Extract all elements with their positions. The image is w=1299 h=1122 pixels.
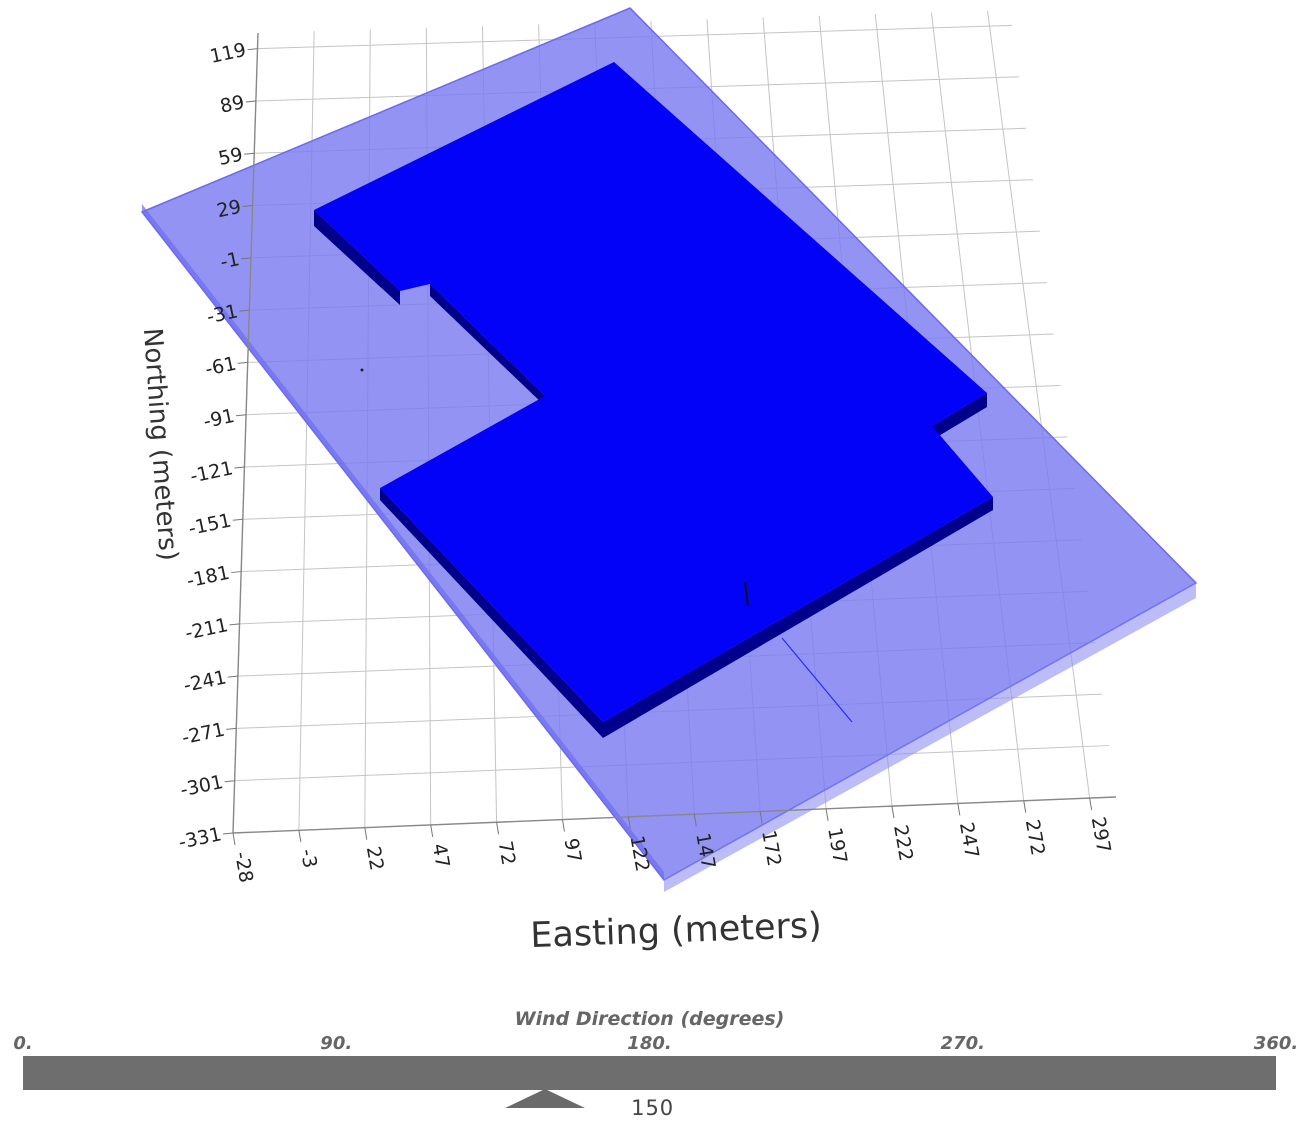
x-axis-title: Easting (meters) [530,906,823,956]
wind-direction-slider[interactable] [23,1056,1276,1090]
y-axis-title: Northing (meters) [137,327,183,562]
building-top [314,62,993,722]
wind-tick-label: 270. [940,1033,985,1054]
y-tick-mark [244,152,255,155]
x-tick-mark [693,814,697,827]
y-tick-label: -301 [178,771,225,801]
y-tick-mark [222,832,234,835]
x-tick-mark [364,827,368,840]
x-tick-mark [627,816,631,829]
x-tick-label: 247 [955,820,983,860]
x-tick-mark [759,811,763,824]
y-tick-label: -121 [188,457,235,487]
building[interactable] [314,62,993,738]
building-side-notch [430,284,545,406]
y-tick-mark [242,205,253,208]
x-tick-label: 297 [1087,815,1115,855]
x-tick-label: -28 [230,850,257,884]
x-tick-label: 72 [494,839,520,867]
x-tick-label: 172 [757,829,785,869]
y-tick-label: -151 [187,509,234,539]
x-tick-label: -3 [296,847,321,869]
y-tick-mark [239,309,250,312]
building-side-left [314,210,400,305]
wind-direction-value: 150 [631,1096,675,1120]
building-side-notch-right [932,393,987,440]
x-tick-label: 47 [428,842,454,870]
wind-direction-title: Wind Direction (degrees) [514,1008,785,1030]
y-tick-label: 89 [218,91,246,118]
x-tick-mark [496,822,500,835]
wind-direction-thumb[interactable] [505,1089,586,1108]
y-tick-mark [231,571,242,574]
x-tick-label: 272 [1021,818,1049,858]
y-tick-mark [247,48,258,51]
y-tick-mark [245,100,256,103]
y-tick-mark [227,675,238,678]
3d-viewport[interactable]: -28 -3 22 47 72 97 122 147 172 197 222 247 272 297 -3… [0,0,1299,990]
x-tick-label: 197 [823,826,851,866]
wind-tick-label: 0. [13,1033,33,1054]
y-tick-label: -91 [202,405,237,433]
wind-tick-label: 360. [1253,1033,1299,1054]
y-tick-label: -241 [182,666,229,696]
y-tick-mark [229,623,240,626]
wind-tick-label: 90. [320,1033,353,1054]
y-tick-mark [234,466,245,469]
x-axis-line [232,796,1117,834]
x-tick-mark [561,819,565,832]
x-tick-mark [891,806,895,819]
scene-canvas[interactable]: -28 -3 22 47 72 97 122 147 172 197 222 247 272 297 -3… [0,0,1299,990]
y-tick-label: -1 [218,248,241,273]
x-tick-mark [430,824,434,838]
y-tick-label: -61 [203,353,238,381]
y-tick-label: 119 [208,39,248,68]
y-tick-label: -181 [185,562,232,592]
ground-plane-edge-right [664,583,1196,892]
y-tick-label: 29 [215,196,243,223]
x-tick-label: 97 [560,837,586,865]
y-tick-mark [237,361,248,364]
grid-line-x [987,10,1091,799]
x-tick-label: 22 [362,845,388,873]
y-tick-label: -211 [183,614,230,644]
x-tick-mark [298,830,302,843]
y-tick-mark [224,780,235,783]
y-axis-line [232,32,259,834]
ground-plane-edge [142,204,664,880]
y-tick-label: -271 [180,719,227,749]
y-tick-mark [240,257,252,260]
y-tick-mark [226,727,237,730]
y-tick-mark [232,518,243,521]
x-tick-mark [957,803,961,816]
wind-marker [360,368,853,723]
wind-tick-label: 180. [627,1033,672,1054]
x-tick-mark [232,832,236,846]
y-tick-label: 59 [217,143,245,170]
x-tick-mark [825,808,829,821]
x-tick-mark [1023,800,1027,813]
building-side [380,488,993,738]
x-tick-mark [1089,797,1093,811]
wind-direction-panel: Wind Direction (degrees) 0. 90. 180. 270. 36… [0,1000,1299,1122]
x-tick-label: 222 [889,823,917,863]
y-tick-label: -331 [177,823,224,853]
y-tick-mark [236,414,247,417]
